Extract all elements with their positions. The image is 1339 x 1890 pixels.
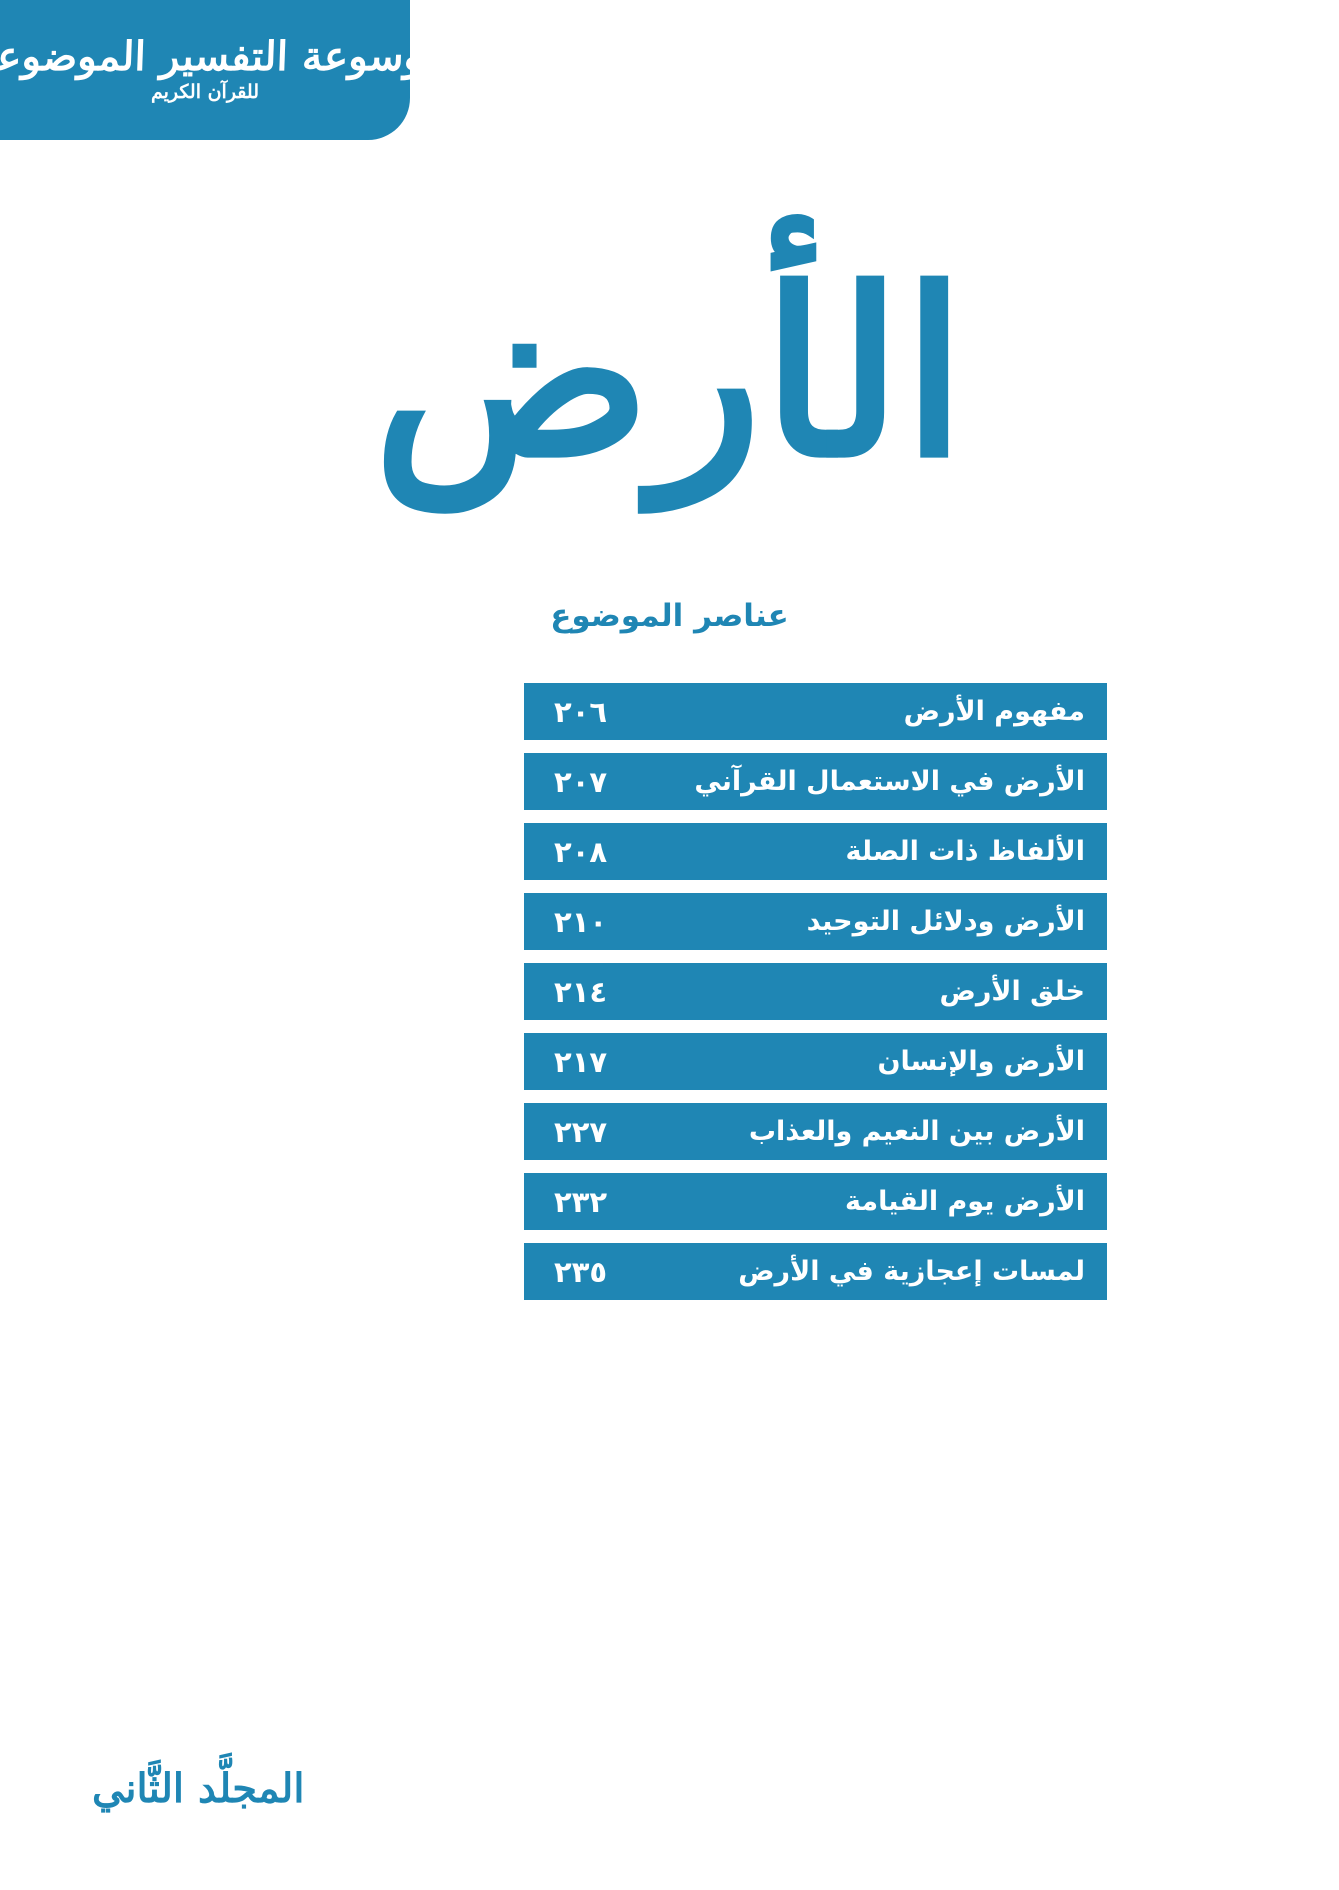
- page-title-area: الأرض: [0, 215, 1339, 535]
- toc-entry-page-number: ٢٠٨: [554, 834, 608, 869]
- toc-entry-label: خلق الأرض: [939, 976, 1085, 1007]
- toc-entry-label: لمسات إعجازية في الأرض: [738, 1256, 1085, 1287]
- toc-entry-label: الأرض ودلائل التوحيد: [806, 906, 1085, 937]
- table-row[interactable]: الأرض في الاستعمال القرآني ٢٠٧: [524, 753, 1107, 810]
- section-subtitle: عناصر الموضوع: [550, 598, 789, 634]
- table-of-contents: مفهوم الأرض ٢٠٦ الأرض في الاستعمال القرآ…: [524, 683, 1107, 1313]
- toc-entry-label: الأرض والإنسان: [877, 1046, 1085, 1077]
- table-row[interactable]: الألفاظ ذات الصلة ٢٠٨: [524, 823, 1107, 880]
- encyclopedia-logo-title: موسوعة التفسير الموضوعي: [0, 33, 410, 80]
- table-row[interactable]: الأرض ودلائل التوحيد ٢١٠: [524, 893, 1107, 950]
- encyclopedia-logo-subtitle: للقرآن الكريم: [151, 81, 259, 103]
- toc-entry-page-number: ٢٠٧: [554, 764, 608, 799]
- toc-entry-label: الأرض في الاستعمال القرآني: [694, 766, 1085, 797]
- volume-label: المجلَّد الثَّاني: [92, 1765, 305, 1812]
- toc-entry-page-number: ٢٣٢: [554, 1184, 608, 1219]
- toc-entry-label: الألفاظ ذات الصلة: [845, 836, 1085, 867]
- table-row[interactable]: الأرض والإنسان ٢١٧: [524, 1033, 1107, 1090]
- toc-entry-label: الأرض بين النعيم والعذاب: [748, 1116, 1085, 1147]
- toc-entry-label: مفهوم الأرض: [903, 696, 1085, 727]
- table-row[interactable]: الأرض يوم القيامة ٢٣٢: [524, 1173, 1107, 1230]
- toc-entry-page-number: ٢١٠: [554, 904, 608, 939]
- table-row[interactable]: لمسات إعجازية في الأرض ٢٣٥: [524, 1243, 1107, 1300]
- table-row[interactable]: الأرض بين النعيم والعذاب ٢٢٧: [524, 1103, 1107, 1160]
- masthead-logo-banner: موسوعة التفسير الموضوعي للقرآن الكريم: [0, 0, 410, 140]
- toc-entry-page-number: ٢٢٧: [554, 1114, 608, 1149]
- table-row[interactable]: مفهوم الأرض ٢٠٦: [524, 683, 1107, 740]
- toc-entry-page-number: ٢١٤: [554, 974, 608, 1009]
- table-row[interactable]: خلق الأرض ٢١٤: [524, 963, 1107, 1020]
- toc-entry-page-number: ٢١٧: [554, 1044, 608, 1079]
- toc-entry-page-number: ٢٣٥: [554, 1254, 608, 1289]
- page-title: الأرض: [372, 239, 972, 510]
- toc-entry-page-number: ٢٠٦: [554, 694, 608, 729]
- toc-entry-label: الأرض يوم القيامة: [845, 1186, 1085, 1217]
